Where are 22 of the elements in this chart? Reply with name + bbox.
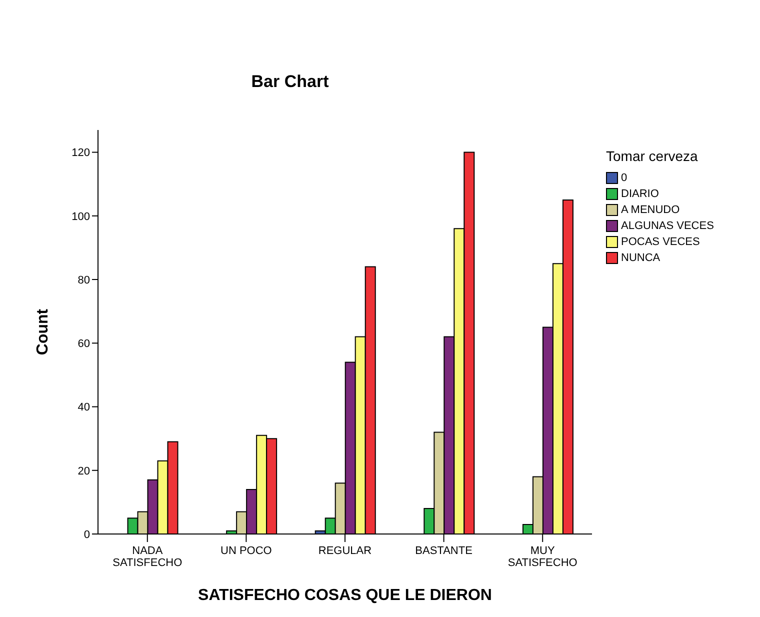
legend-label: POCAS VECES bbox=[621, 236, 700, 248]
y-tick-label: 80 bbox=[78, 274, 90, 286]
x-tick-label: REGULAR bbox=[318, 545, 372, 557]
legend-label: DIARIO bbox=[621, 188, 659, 200]
legend-label: NUNCA bbox=[621, 252, 660, 264]
y-axis-title: Count bbox=[34, 308, 52, 356]
y-tick-label: 120 bbox=[72, 147, 90, 160]
y-tick-label: 60 bbox=[78, 338, 90, 350]
legend-label: ALGUNAS VECES bbox=[621, 220, 714, 232]
y-tick-label: 100 bbox=[72, 210, 90, 223]
x-tick-label: NADA SATISFECHO bbox=[112, 545, 183, 569]
y-tick-label: 40 bbox=[78, 402, 90, 414]
legend-title: Tomar cerveza bbox=[606, 148, 699, 164]
x-tick-label: UN POCO bbox=[220, 545, 272, 557]
y-tick-label: 0 bbox=[84, 528, 90, 541]
x-tick-label: MUY SATISFECHO bbox=[508, 545, 578, 569]
x-axis-title: SATISFECHO COSAS QUE LE DIERON bbox=[198, 587, 492, 604]
x-tick-label: BASTANTE bbox=[415, 545, 472, 557]
legend-label: A MENUDO bbox=[621, 204, 680, 216]
y-tick-label: 20 bbox=[78, 465, 90, 478]
legend-label: 0 bbox=[621, 172, 628, 184]
chart-title: Bar Chart bbox=[250, 72, 330, 92]
